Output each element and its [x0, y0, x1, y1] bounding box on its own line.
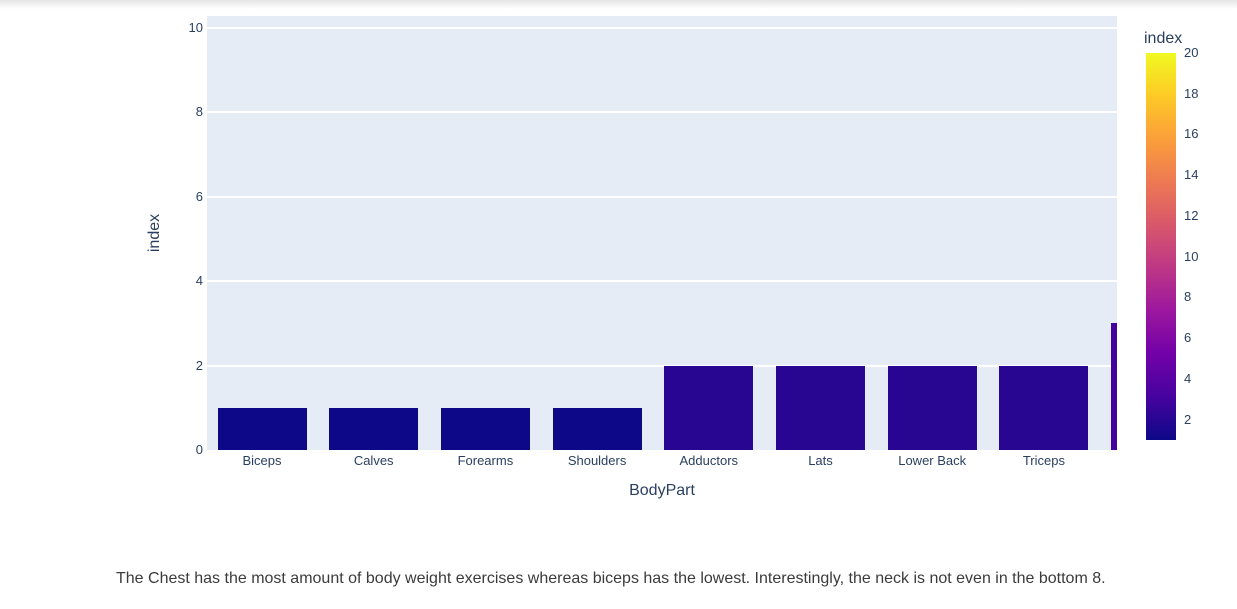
- colorbar-tick-label: 4: [1184, 370, 1192, 386]
- bar-adductors[interactable]: [664, 365, 754, 450]
- colorbar-tick-label: 14: [1184, 167, 1199, 183]
- colorbar-tick-label: 20: [1184, 45, 1199, 60]
- y-tick-label: 6: [195, 188, 203, 204]
- x-axis-title: BodyPart: [629, 482, 695, 499]
- colorbar-tick-label: 10: [1184, 248, 1199, 264]
- gridline-y-6: [207, 195, 1117, 198]
- colorbar-title: index: [1144, 30, 1183, 47]
- bar-biceps[interactable]: [217, 407, 307, 450]
- bar-lats[interactable]: [776, 365, 865, 450]
- x-tick-label: Calves: [353, 453, 394, 468]
- colorbar-tick-label: 16: [1184, 126, 1199, 142]
- colorbar-tick-label: 8: [1184, 289, 1192, 305]
- x-tick-label: Lats: [808, 453, 833, 468]
- colorbar-tick-label: 18: [1184, 85, 1199, 101]
- bar-triceps[interactable]: [999, 365, 1089, 450]
- caption-text: The Chest has the most amount of body we…: [116, 570, 1106, 587]
- y-tick-label: 2: [195, 357, 203, 373]
- colorbar-gradient: [1146, 53, 1176, 440]
- gridline-y-4: [207, 280, 1117, 283]
- bar-shoulders[interactable]: [552, 407, 642, 450]
- y-tick-label: 8: [195, 104, 203, 120]
- x-tick-label: Lower Back: [898, 453, 967, 468]
- bar-forearms[interactable]: [440, 407, 530, 450]
- x-tick-label: Adductors: [679, 453, 739, 468]
- top-shadow: [0, 0, 1237, 9]
- y-tick-label: 0: [195, 442, 203, 457]
- gridline-y-2: [207, 364, 1117, 367]
- gridline-y-8: [207, 111, 1117, 114]
- bar-clipped-right-edge[interactable]: [1111, 323, 1117, 450]
- colorbar-tick-label: 6: [1184, 330, 1192, 346]
- x-tick-label: Triceps: [1022, 453, 1065, 468]
- y-axis-title: index: [146, 213, 163, 253]
- x-tick-label: Shoulders: [567, 453, 627, 468]
- bar-calves[interactable]: [329, 407, 419, 450]
- bar-lower-back[interactable]: [887, 365, 977, 450]
- gridline-y-10: [207, 26, 1117, 29]
- x-tick-label: Biceps: [242, 453, 282, 468]
- y-tick-label: 4: [195, 273, 203, 289]
- plot-area[interactable]: [207, 16, 1117, 450]
- y-tick-label: 10: [188, 19, 203, 35]
- colorbar-tick-label: 12: [1184, 207, 1199, 223]
- colorbar-tick-label: 2: [1184, 411, 1192, 427]
- x-tick-label: Forearms: [457, 453, 514, 468]
